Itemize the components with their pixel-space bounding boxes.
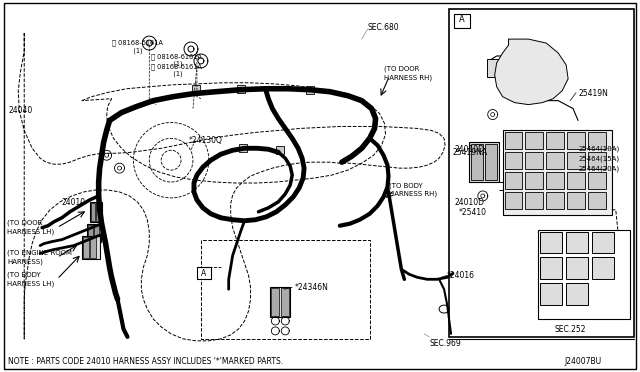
Bar (90, 237, 96, 259)
Text: HARNESS): HARNESS) (7, 259, 44, 265)
Text: HARNESS LH): HARNESS LH) (7, 229, 54, 235)
Text: SEC.252: SEC.252 (554, 325, 586, 334)
Text: Ⓢ 08168-6161A: Ⓢ 08168-6161A (111, 39, 163, 46)
Bar (276, 146, 284, 154)
Bar (271, 288, 279, 316)
Bar (90, 202, 102, 222)
Bar (239, 144, 246, 152)
Bar (197, 267, 211, 279)
Text: (TO ENGINE ROOM: (TO ENGINE ROOM (7, 250, 72, 256)
Text: (TO DOOR: (TO DOOR (7, 220, 43, 226)
Bar (540, 232, 562, 253)
Text: HARNESS RH): HARNESS RH) (390, 191, 438, 198)
Polygon shape (495, 39, 568, 105)
Bar (93, 225, 99, 241)
Text: (TO DOOR: (TO DOOR (383, 66, 419, 73)
Text: (TO BODY: (TO BODY (7, 271, 41, 278)
Text: NOTE : PARTS CODE 24010 HARNESS ASSY INCLUDES '*'MARKED PARTS.: NOTE : PARTS CODE 24010 HARNESS ASSY INC… (8, 357, 284, 366)
Bar (82, 235, 100, 259)
Bar (525, 152, 543, 169)
Bar (547, 152, 564, 169)
Bar (547, 192, 564, 209)
Text: 25464(15A): 25464(15A) (578, 155, 619, 162)
Bar (538, 230, 630, 319)
Bar (469, 142, 499, 182)
Text: 24040: 24040 (8, 106, 33, 115)
Bar (525, 132, 543, 149)
Bar (192, 85, 200, 93)
Bar (566, 257, 588, 279)
Text: SEC.969: SEC.969 (429, 339, 461, 348)
Text: Ⓢ 08168-6161A: Ⓢ 08168-6161A (151, 53, 202, 60)
Text: (TO BODY: (TO BODY (390, 182, 423, 189)
Bar (540, 257, 562, 279)
Bar (487, 59, 499, 77)
Bar (525, 192, 543, 209)
Bar (504, 172, 522, 189)
Bar (83, 237, 89, 259)
Bar (567, 132, 585, 149)
Bar (504, 192, 522, 209)
Bar (454, 14, 470, 28)
Bar (504, 132, 522, 149)
Text: *24016: *24016 (447, 271, 475, 280)
Bar (91, 203, 95, 221)
Bar (502, 131, 612, 215)
Bar (588, 132, 606, 149)
Text: (1): (1) (129, 47, 143, 54)
Text: Ⓢ 08168-6161A: Ⓢ 08168-6161A (151, 63, 202, 70)
Text: 25419NA: 25419NA (453, 148, 488, 157)
Bar (540, 283, 562, 305)
Bar (567, 192, 585, 209)
Text: J24007BU: J24007BU (564, 357, 602, 366)
Text: HARNESS LH): HARNESS LH) (7, 280, 54, 287)
Bar (566, 232, 588, 253)
Text: 25464(10A): 25464(10A) (578, 145, 620, 152)
Bar (566, 283, 588, 305)
Bar (471, 144, 483, 180)
Bar (588, 152, 606, 169)
Text: HARNESS RH): HARNESS RH) (383, 75, 431, 81)
Text: 25419N: 25419N (578, 89, 608, 98)
Bar (96, 203, 100, 221)
Bar (588, 172, 606, 189)
Text: A: A (459, 15, 465, 24)
Text: (1): (1) (169, 61, 183, 67)
Bar (306, 86, 314, 94)
Text: 24010: 24010 (62, 198, 86, 207)
Text: SEC.680: SEC.680 (367, 23, 399, 32)
Bar (484, 144, 497, 180)
Bar (567, 172, 585, 189)
Text: *24346N: *24346N (295, 283, 329, 292)
Text: (1): (1) (169, 71, 183, 77)
Bar (567, 152, 585, 169)
Bar (237, 85, 244, 93)
Text: 24010D: 24010D (455, 198, 485, 207)
Bar (87, 224, 100, 241)
Bar (270, 287, 290, 317)
Bar (282, 288, 289, 316)
Text: *24130Q: *24130Q (189, 137, 223, 145)
Text: 24010D: 24010D (455, 145, 485, 154)
Text: A: A (201, 269, 207, 278)
Bar (449, 9, 634, 337)
Bar (88, 225, 93, 241)
Bar (504, 152, 522, 169)
Bar (547, 172, 564, 189)
Bar (592, 232, 614, 253)
Bar (592, 257, 614, 279)
Bar (588, 192, 606, 209)
Bar (547, 132, 564, 149)
Text: 25464(20A): 25464(20A) (578, 165, 619, 171)
Text: *25410: *25410 (459, 208, 487, 217)
Bar (525, 172, 543, 189)
